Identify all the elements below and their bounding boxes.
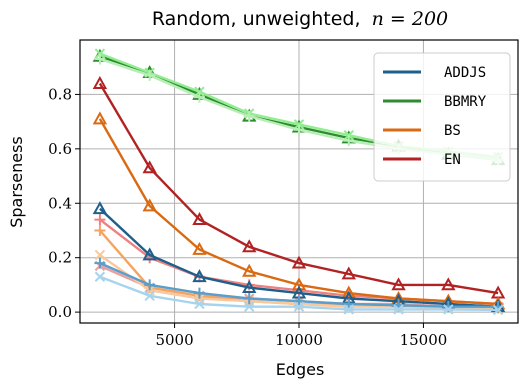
x-marker — [393, 304, 404, 315]
triangle-marker — [341, 266, 356, 280]
legend-label: BS — [444, 123, 461, 139]
plus-marker — [193, 287, 205, 299]
legend: ADDJS BBMRY BS EN — [373, 52, 511, 182]
chart-title: Random, unweighted, n = 200 — [152, 8, 448, 30]
series-11 — [94, 271, 504, 316]
x-axis-label: Edges — [276, 360, 325, 379]
x-marker — [244, 301, 255, 312]
chart-title-math: n = 200 — [372, 8, 449, 30]
legend-box — [373, 52, 511, 182]
triangle-marker — [242, 239, 257, 253]
plus-marker — [193, 91, 205, 103]
x-marker — [194, 298, 205, 310]
y-axis-label: Sparseness — [7, 136, 26, 228]
plus-marker — [144, 279, 156, 291]
plus-marker — [243, 293, 255, 305]
triangle-marker — [92, 111, 108, 125]
y-tick-label: 0.2 — [48, 249, 72, 267]
triangle-marker — [192, 241, 207, 255]
triangle-marker — [242, 263, 257, 277]
y-tick-label: 0.8 — [48, 85, 72, 103]
y-tick-label: 0.6 — [48, 140, 72, 158]
series-3 — [92, 75, 506, 299]
x-marker — [94, 271, 106, 282]
legend-label: EN — [444, 152, 461, 168]
triangle-marker — [291, 255, 307, 269]
triangle-marker — [92, 201, 108, 215]
plus-marker — [94, 214, 106, 226]
triangle-marker — [192, 212, 207, 225]
series-line — [99, 207, 499, 308]
x-marker — [293, 301, 305, 312]
triangle-marker — [391, 277, 406, 291]
plus-marker — [94, 224, 106, 236]
triangle-marker — [92, 75, 108, 89]
x-marker — [443, 304, 454, 315]
triangle-marker — [142, 198, 157, 212]
triangle-marker — [142, 247, 157, 261]
y-tick-label: 0.4 — [48, 194, 72, 212]
x-tick-label: 5000 — [155, 331, 193, 349]
plus-marker — [343, 135, 355, 147]
y-tick-label: 0.0 — [48, 303, 72, 321]
legend-label: ADDJS — [444, 65, 486, 81]
x-axis: 5000 10000 15000 — [155, 323, 447, 349]
plus-marker — [293, 295, 305, 307]
x-tick-label: 10000 — [275, 331, 323, 349]
plus-marker — [243, 110, 255, 122]
triangle-marker — [142, 160, 157, 174]
plus-marker — [94, 53, 106, 65]
plus-marker — [144, 69, 156, 81]
x-marker — [94, 249, 106, 261]
plus-marker — [293, 124, 305, 136]
y-axis: 0.0 0.2 0.4 0.6 0.8 — [48, 85, 80, 321]
triangle-marker — [441, 277, 456, 291]
x-marker — [492, 304, 504, 316]
series-line — [98, 118, 499, 306]
plus-marker — [94, 257, 106, 269]
chart-title-text: Random, unweighted, — [152, 8, 361, 30]
x-tick-label: 15000 — [400, 331, 448, 349]
x-marker — [343, 304, 354, 315]
triangle-marker — [192, 269, 207, 283]
series-line — [98, 82, 499, 295]
legend-label: BBMRY — [444, 94, 487, 110]
x-marker — [144, 290, 155, 301]
plus-marker — [343, 298, 355, 310]
triangle-marker — [242, 280, 257, 294]
